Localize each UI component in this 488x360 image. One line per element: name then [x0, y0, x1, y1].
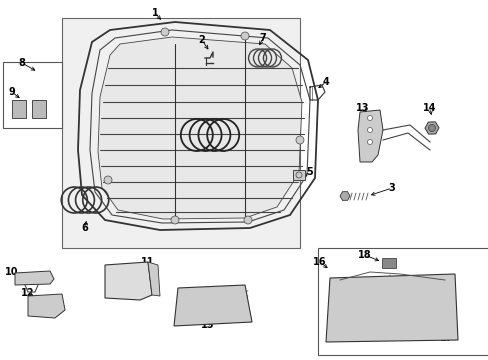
- Text: 13: 13: [356, 103, 369, 113]
- Polygon shape: [105, 262, 152, 300]
- Text: 18: 18: [357, 250, 371, 260]
- Circle shape: [171, 216, 179, 224]
- Polygon shape: [174, 285, 251, 326]
- Circle shape: [241, 32, 248, 40]
- Bar: [32, 100, 46, 118]
- Text: 4: 4: [322, 77, 329, 87]
- Text: 8: 8: [19, 58, 25, 68]
- Text: 16: 16: [313, 257, 326, 267]
- Text: 7: 7: [259, 33, 266, 43]
- Text: 6: 6: [81, 223, 88, 233]
- Polygon shape: [98, 37, 302, 219]
- Bar: [381, 258, 395, 268]
- Bar: [317, 248, 488, 355]
- Text: 2: 2: [198, 35, 205, 45]
- Bar: [62, 18, 299, 248]
- Polygon shape: [28, 294, 65, 318]
- Circle shape: [295, 136, 304, 144]
- Text: 10: 10: [5, 267, 19, 277]
- Polygon shape: [357, 110, 382, 162]
- Text: 1: 1: [151, 8, 158, 18]
- Circle shape: [161, 28, 169, 36]
- Circle shape: [244, 216, 251, 224]
- Circle shape: [367, 139, 372, 144]
- Polygon shape: [15, 271, 54, 285]
- Text: 17: 17: [439, 333, 453, 343]
- Text: 12: 12: [21, 288, 35, 298]
- Polygon shape: [148, 262, 160, 296]
- Text: 3: 3: [388, 183, 395, 193]
- Bar: [292, 170, 305, 180]
- Circle shape: [367, 127, 372, 132]
- Circle shape: [367, 116, 372, 121]
- Text: 15: 15: [201, 320, 214, 330]
- Bar: [3, 62, 62, 128]
- Circle shape: [427, 125, 435, 131]
- Text: 11: 11: [141, 257, 154, 267]
- Bar: [12, 100, 26, 118]
- Polygon shape: [325, 274, 457, 342]
- Circle shape: [104, 176, 112, 184]
- Text: 14: 14: [423, 103, 436, 113]
- Text: 9: 9: [9, 87, 15, 97]
- Text: 5: 5: [306, 167, 313, 177]
